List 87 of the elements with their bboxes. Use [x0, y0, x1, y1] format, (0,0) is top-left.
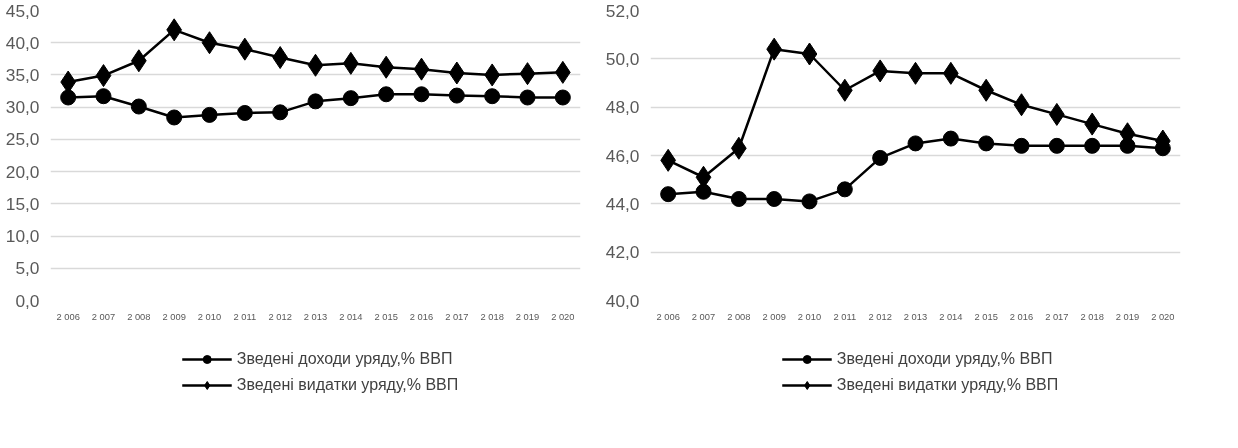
- y-tick-label: 25,0: [5, 129, 40, 150]
- point: [130, 98, 147, 115]
- x-tick-label: 2 019: [515, 311, 540, 322]
- y-tick-label: 30,0: [5, 97, 40, 118]
- y-tick-label: 35,0: [5, 64, 40, 85]
- point: [413, 57, 430, 81]
- x-tick-label: 2 014: [339, 311, 363, 322]
- x-tick-label: 2 018: [1080, 311, 1104, 322]
- point: [1013, 137, 1030, 154]
- x-tick-label: 2 014: [939, 311, 963, 322]
- point: [1048, 137, 1065, 154]
- x-tick-label: 2 011: [833, 311, 857, 322]
- x-tick-label: 2 018: [480, 311, 504, 322]
- point: [907, 135, 924, 152]
- point: [519, 89, 536, 106]
- x-tick-label: 2 017: [1045, 311, 1069, 322]
- x-tick-label: 2 008: [127, 311, 151, 322]
- x-tick-label: 2 016: [1009, 311, 1034, 322]
- x-tick-label: 2 007: [691, 311, 716, 322]
- y-tick-label: 40,0: [5, 32, 40, 53]
- legend-label: Зведені видатки уряду,% ВВП: [836, 375, 1059, 394]
- x-tick-label: 2 017: [445, 311, 469, 322]
- x-tick-label: 2 015: [974, 311, 998, 322]
- x-tick-label: 2 009: [162, 311, 186, 322]
- point: [1013, 93, 1030, 117]
- point: [236, 104, 253, 121]
- x-tick-label: 2 008: [727, 311, 751, 322]
- x-tick-label: 2 012: [268, 311, 292, 322]
- point: [201, 106, 218, 123]
- point: [554, 89, 571, 106]
- point: [307, 93, 324, 110]
- point: [942, 130, 959, 147]
- point: [413, 86, 430, 103]
- point: [60, 89, 77, 106]
- point: [836, 181, 853, 198]
- point: [378, 86, 395, 103]
- x-tick-label: 2 010: [197, 311, 222, 322]
- point: [730, 191, 747, 207]
- y-tick-label: 40,0: [605, 290, 640, 311]
- x-tick-label: 2 006: [656, 311, 680, 322]
- point: [95, 64, 112, 88]
- x-tick-label: 2 016: [409, 311, 434, 322]
- y-tick-label: 48,0: [605, 97, 640, 118]
- point: [519, 62, 536, 86]
- legend-label: Зведені доходи уряду,% ВВП: [836, 349, 1053, 368]
- point: [907, 61, 924, 85]
- y-tick-label: 52,0: [605, 0, 640, 21]
- x-tick-label: 2 020: [551, 311, 575, 322]
- x-tick-label: 2 013: [303, 311, 328, 322]
- point: [342, 90, 359, 107]
- point: [307, 53, 324, 77]
- y-tick-label: 5,0: [15, 258, 40, 279]
- point: [166, 109, 183, 126]
- x-tick-label: 2 011: [233, 311, 257, 322]
- x-tick-label: 2 012: [868, 311, 892, 322]
- y-tick-label: 50,0: [605, 48, 640, 69]
- point: [872, 149, 889, 166]
- x-tick-label: 2 015: [374, 311, 398, 322]
- x-tick-label: 2 019: [1115, 311, 1140, 322]
- x-tick-label: 2 013: [903, 311, 928, 322]
- y-tick-label: 15,0: [5, 193, 40, 214]
- legend-label: Зведені доходи уряду,% ВВП: [236, 349, 453, 368]
- y-tick-label: 45,0: [5, 0, 40, 21]
- point: [448, 87, 465, 104]
- x-tick-label: 2 009: [762, 311, 786, 322]
- point: [695, 183, 712, 200]
- point: [272, 104, 289, 121]
- point: [484, 88, 501, 105]
- x-tick-label: 2 010: [797, 311, 822, 322]
- y-tick-label: 42,0: [605, 242, 640, 263]
- point: [801, 42, 818, 66]
- legend-label: Зведені видатки уряду,% ВВП: [236, 375, 459, 394]
- y-tick-label: 0,0: [15, 290, 40, 311]
- x-tick-label: 2 020: [1151, 311, 1175, 322]
- y-tick-label: 20,0: [5, 161, 40, 182]
- x-tick-label: 2 006: [56, 311, 80, 322]
- point: [1084, 137, 1101, 154]
- y-tick-label: 46,0: [605, 145, 640, 166]
- point: [766, 191, 783, 207]
- point: [978, 135, 995, 152]
- y-tick-label: 10,0: [5, 226, 40, 247]
- point: [801, 193, 818, 210]
- point: [660, 186, 677, 203]
- point: [201, 31, 218, 55]
- y-tick-label: 44,0: [605, 193, 640, 214]
- x-tick-label: 2 007: [91, 311, 116, 322]
- point: [95, 88, 112, 105]
